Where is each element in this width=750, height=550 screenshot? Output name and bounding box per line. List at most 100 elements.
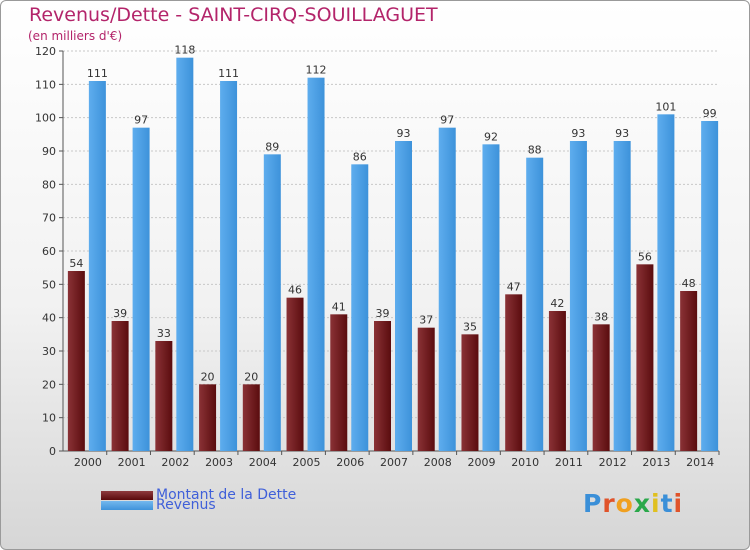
data-label-revenue: 111 bbox=[87, 67, 108, 80]
data-label-revenue: 97 bbox=[440, 114, 454, 127]
logo-letter: r bbox=[602, 489, 616, 518]
bar-debt bbox=[461, 334, 479, 451]
x-tick-label: 2009 bbox=[467, 456, 495, 469]
bar-debt bbox=[417, 327, 435, 451]
y-tick-label: 110 bbox=[35, 78, 56, 91]
y-tick-label: 30 bbox=[42, 345, 56, 358]
x-tick-label: 2012 bbox=[599, 456, 627, 469]
y-tick-label: 80 bbox=[42, 178, 56, 191]
data-label-debt: 33 bbox=[157, 327, 171, 340]
bar-revenue bbox=[395, 141, 412, 451]
data-label-debt: 35 bbox=[463, 320, 477, 333]
data-label-revenue: 89 bbox=[265, 140, 279, 153]
legend-swatch-debt bbox=[101, 490, 153, 500]
bar-debt bbox=[548, 311, 566, 451]
y-tick-label: 10 bbox=[42, 412, 56, 425]
bar-debt bbox=[67, 271, 85, 451]
bar-revenue bbox=[307, 77, 325, 452]
logo-letter: i bbox=[673, 489, 684, 518]
bar-revenue bbox=[176, 57, 194, 452]
y-tick-label: 100 bbox=[35, 112, 56, 125]
data-label-debt: 56 bbox=[638, 250, 652, 263]
legend-label-revenue: Revenus bbox=[156, 497, 216, 513]
legend-item-debt: Montant de la Dette bbox=[101, 487, 296, 503]
data-label-revenue: 118 bbox=[174, 44, 195, 57]
x-tick-label: 2004 bbox=[249, 456, 277, 469]
data-label-revenue: 97 bbox=[134, 114, 148, 127]
y-tick-label: 50 bbox=[42, 278, 56, 291]
x-tick-label: 2007 bbox=[380, 456, 408, 469]
x-tick-label: 2000 bbox=[74, 456, 102, 469]
bar-revenue bbox=[88, 81, 106, 451]
x-tick-label: 2005 bbox=[293, 456, 321, 469]
bar-debt bbox=[374, 321, 391, 451]
proxiti-logo: Proxiti bbox=[583, 489, 683, 518]
bar-revenue bbox=[526, 157, 544, 451]
logo-letter: x bbox=[633, 489, 651, 518]
x-tick-label: 2011 bbox=[555, 456, 583, 469]
x-tick-label: 2003 bbox=[205, 456, 233, 469]
legend-swatch-revenue bbox=[101, 500, 153, 510]
data-label-debt: 48 bbox=[682, 277, 696, 290]
bar-revenue bbox=[613, 141, 631, 451]
y-tick-label: 70 bbox=[42, 212, 56, 225]
legend-item-revenue: Revenus bbox=[101, 497, 296, 513]
bar-revenue bbox=[657, 114, 675, 451]
data-label-revenue: 92 bbox=[484, 130, 498, 143]
data-label-revenue: 101 bbox=[655, 100, 676, 113]
bar-debt bbox=[592, 324, 610, 451]
x-tick-label: 2006 bbox=[336, 456, 364, 469]
y-tick-label: 0 bbox=[49, 445, 56, 458]
bar-revenue bbox=[438, 127, 456, 452]
bar-debt bbox=[155, 341, 173, 451]
bar-debt bbox=[505, 294, 523, 451]
data-label-debt: 42 bbox=[550, 297, 564, 310]
bar-debt bbox=[330, 314, 348, 451]
bar-debt bbox=[111, 321, 129, 451]
data-label-debt: 47 bbox=[507, 280, 521, 293]
bar-revenue bbox=[132, 127, 150, 452]
data-label-revenue: 88 bbox=[528, 144, 542, 157]
data-label-revenue: 93 bbox=[571, 127, 585, 140]
bar-debt bbox=[680, 291, 698, 451]
x-tick-label: 2002 bbox=[161, 456, 189, 469]
x-tick-label: 2010 bbox=[511, 456, 539, 469]
data-label-revenue: 93 bbox=[615, 127, 629, 140]
bar-revenue bbox=[351, 164, 369, 452]
bar-revenue bbox=[220, 81, 238, 451]
data-label-debt: 39 bbox=[113, 307, 127, 320]
x-tick-label: 2008 bbox=[424, 456, 452, 469]
logo-letter: P bbox=[583, 489, 603, 518]
logo-letter: t bbox=[660, 489, 674, 518]
data-label-revenue: 99 bbox=[703, 107, 717, 120]
chart-title: Revenus/Dette - SAINT-CIRQ-SOUILLAGUET bbox=[29, 4, 438, 26]
x-tick-label: 2013 bbox=[642, 456, 670, 469]
y-tick-label: 60 bbox=[42, 245, 56, 258]
data-label-debt: 20 bbox=[201, 370, 215, 383]
bar-debt bbox=[199, 384, 217, 451]
logo-letter: i bbox=[651, 489, 661, 518]
bar-debt bbox=[286, 297, 304, 451]
legend: Montant de la Dette Revenus bbox=[101, 487, 296, 513]
y-tick-label: 40 bbox=[42, 312, 56, 325]
y-tick-label: 90 bbox=[42, 145, 56, 158]
data-label-debt: 37 bbox=[419, 314, 433, 327]
x-tick-label: 2001 bbox=[118, 456, 146, 469]
data-label-debt: 41 bbox=[332, 300, 346, 313]
bar-revenue bbox=[263, 154, 281, 452]
x-tick-label: 2014 bbox=[686, 456, 714, 469]
data-label-debt: 54 bbox=[69, 257, 83, 270]
bar-revenue bbox=[482, 144, 500, 452]
logo-letter: o bbox=[615, 489, 634, 518]
data-label-debt: 46 bbox=[288, 284, 302, 297]
legend-label-debt: Montant de la Dette bbox=[156, 487, 297, 503]
data-label-revenue: 111 bbox=[218, 67, 239, 80]
data-label-revenue: 112 bbox=[306, 64, 327, 77]
bar-revenue bbox=[569, 141, 587, 451]
data-label-revenue: 93 bbox=[397, 127, 411, 140]
chart-subtitle: (en milliers d'€) bbox=[28, 29, 123, 43]
data-label-debt: 38 bbox=[594, 310, 608, 323]
bar-debt bbox=[636, 264, 654, 451]
